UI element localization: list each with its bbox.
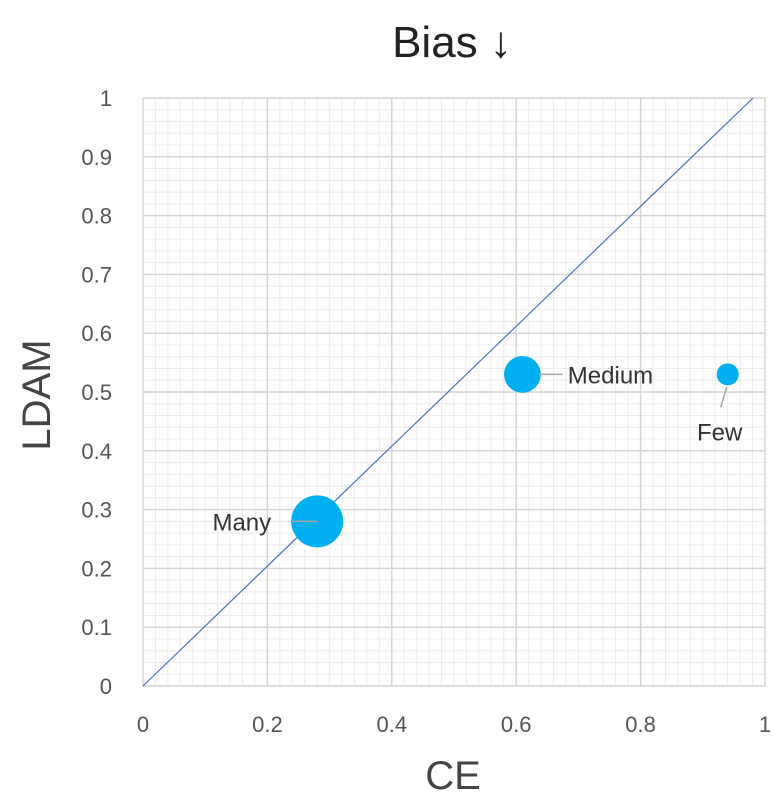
y-tick-label: 0.9 [81,145,112,170]
y-tick-label: 0.4 [81,439,112,464]
y-tick-label: 0.5 [81,380,112,405]
y-tick-label: 0.3 [81,498,112,523]
data-point-medium [504,355,541,393]
tick-labels: 0 0.2 0.4 0.6 0.8 1 0 0.1 0.2 0.3 0.4 0.5 0.6 0.7 0.8 0… [81,86,771,737]
x-tick-label: 0.4 [377,712,408,737]
x-tick-label: 0.6 [501,712,532,737]
x-tick-label: 1 [759,712,771,737]
data-label-medium: Medium [568,362,653,389]
data-label-few: Few [697,419,743,446]
x-tick-label: 0 [137,712,149,737]
data-point-few [716,363,739,386]
y-axis-title: LDAM [15,339,59,450]
data-label-many: Many [212,509,271,536]
x-tick-label: 0.2 [252,712,283,737]
chart-title: Bias ↓ [392,18,512,67]
grid [142,97,766,687]
y-tick-label: 1 [100,86,112,111]
x-axis-title: CE [425,754,481,798]
diagonal-reference-line [142,97,754,687]
leader-line [719,387,728,408]
y-tick-label: 0.1 [81,615,112,640]
y-tick-label: 0 [100,674,112,699]
x-tick-label: 0.8 [625,712,656,737]
data-points: Many Medium Few [212,355,743,548]
y-tick-label: 0.6 [81,321,112,346]
y-tick-label: 0.8 [81,204,112,229]
y-tick-label: 0.7 [81,262,112,287]
y-tick-label: 0.2 [81,556,112,581]
